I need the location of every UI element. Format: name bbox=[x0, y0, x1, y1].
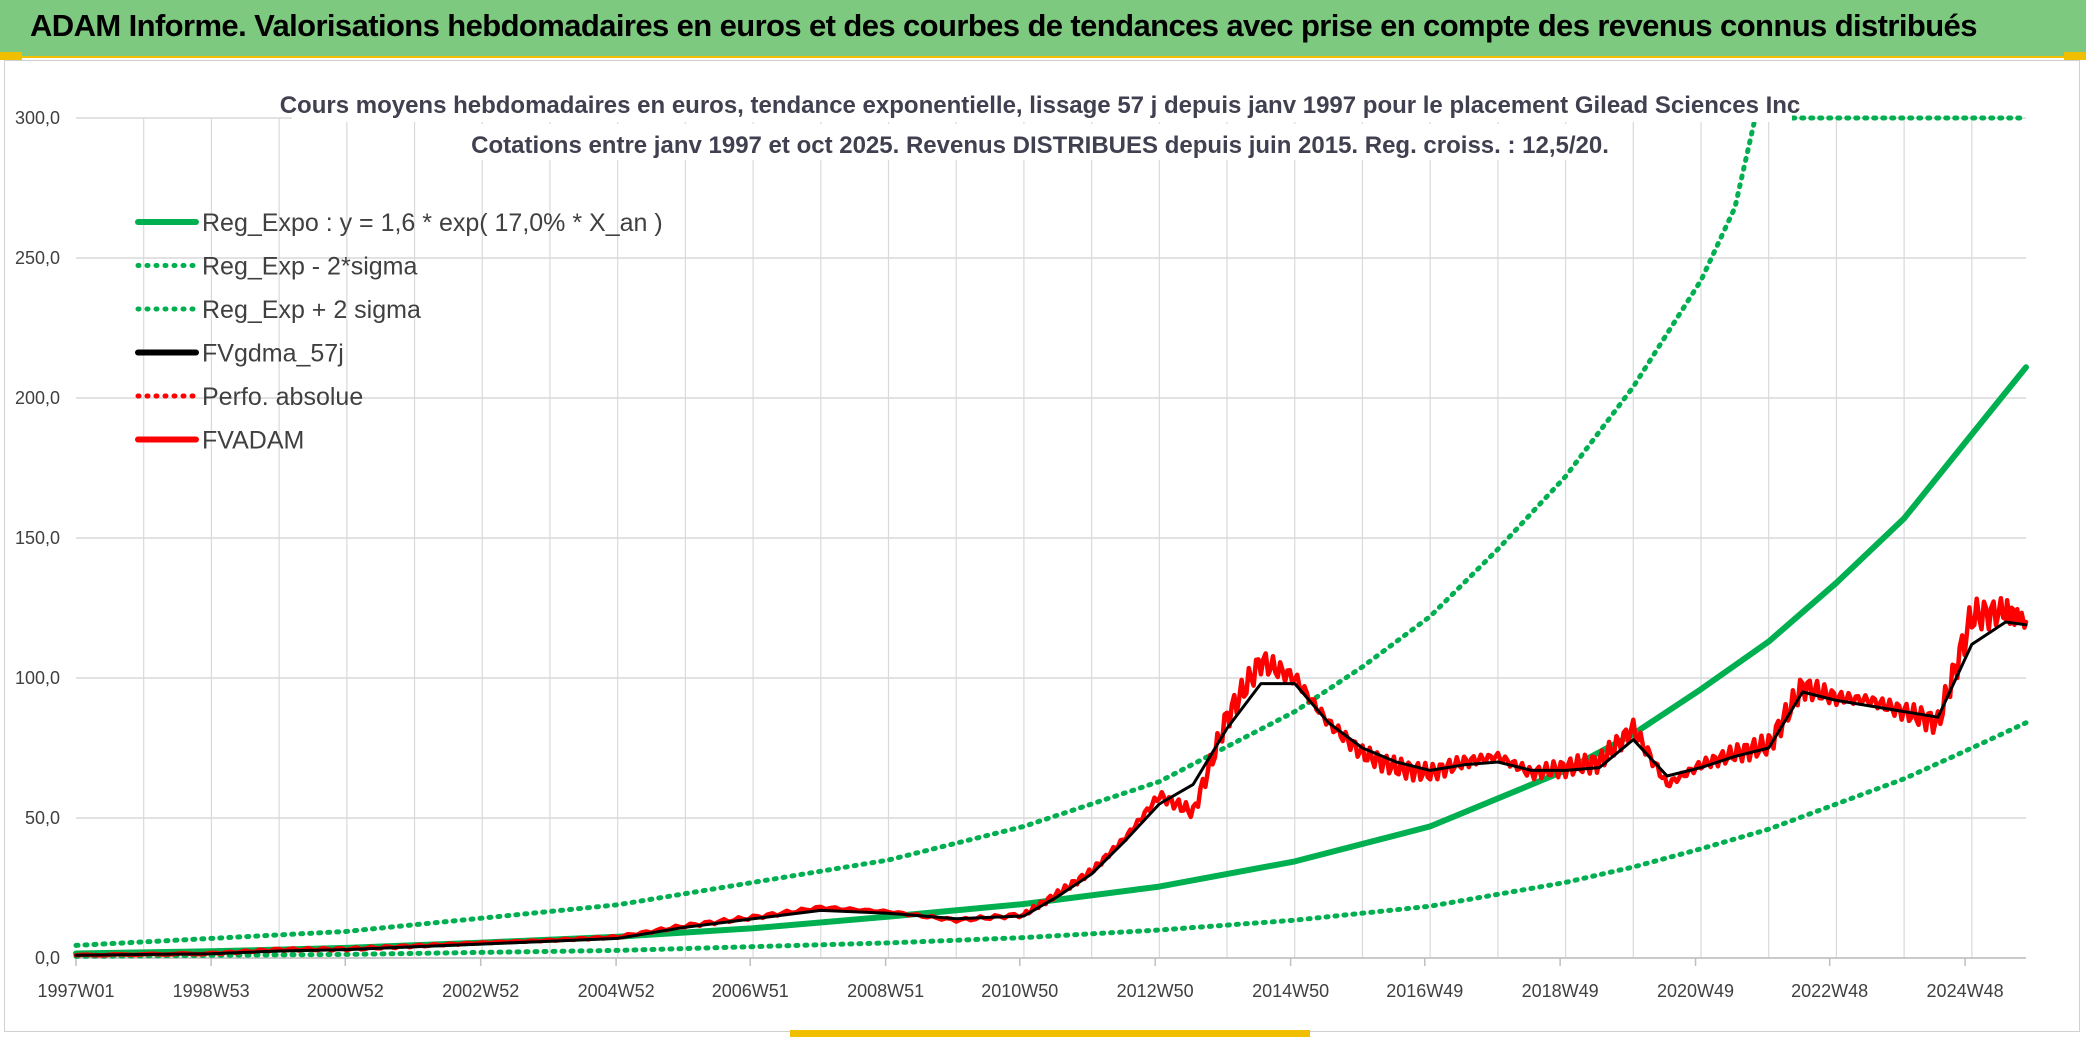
legend-label: Perfo. absolue bbox=[202, 383, 363, 411]
y-tick-label: 250,0 bbox=[15, 248, 60, 268]
title-background bbox=[292, 86, 1792, 122]
x-tick-label: 2008W51 bbox=[847, 981, 924, 1001]
frame-corner-bottom-mid bbox=[790, 1030, 1310, 1037]
y-tick-label: 150,0 bbox=[15, 528, 60, 548]
legend-label: Reg_Exp - 2*sigma bbox=[202, 253, 417, 281]
x-tick-label: 2018W49 bbox=[1522, 981, 1599, 1001]
series-lines bbox=[73, 115, 2029, 959]
chart-title: Cours moyens hebdomadaires en euros, ten… bbox=[280, 92, 1801, 119]
frame-corner-top-right bbox=[2064, 52, 2086, 60]
x-tick-label: 2016W49 bbox=[1386, 981, 1463, 1001]
legend-label: Reg_Expo : y = 1,6 * exp( 17,0% * X_an ) bbox=[202, 209, 663, 237]
y-tick-label: 300,0 bbox=[15, 108, 60, 128]
x-tick-label: 2006W51 bbox=[712, 981, 789, 1001]
x-tick-label: 2020W49 bbox=[1657, 981, 1734, 1001]
reg-expo-line bbox=[73, 364, 2029, 957]
grid bbox=[76, 117, 2026, 959]
y-tick-label: 200,0 bbox=[15, 388, 60, 408]
reg-plus-2sigma-line bbox=[73, 115, 2029, 948]
legend-label: FVgdma_57j bbox=[202, 340, 344, 368]
report-banner: ADAM Informe. Valorisations hebdomadaire… bbox=[0, 0, 2086, 58]
x-tick-label: 2024W48 bbox=[1927, 981, 2004, 1001]
chart-titles: Cours moyens hebdomadaires en euros, ten… bbox=[280, 86, 1801, 160]
legend: Reg_Expo : y = 1,6 * exp( 17,0% * X_an )… bbox=[135, 209, 663, 455]
x-tick-label: 1998W53 bbox=[173, 981, 250, 1001]
legend-label: Reg_Exp + 2 sigma bbox=[202, 296, 421, 324]
frame-corner-top-left bbox=[0, 52, 22, 60]
x-tick-label: 2012W50 bbox=[1117, 981, 1194, 1001]
fvadam-line bbox=[73, 595, 2029, 958]
subtitle-background bbox=[470, 124, 1620, 160]
y-tick-label: 50,0 bbox=[25, 808, 60, 828]
report-title: ADAM Informe. Valorisations hebdomadaire… bbox=[30, 8, 1977, 43]
y-tick-label: 0,0 bbox=[35, 948, 60, 968]
legend-label: FVADAM bbox=[202, 427, 304, 455]
y-tick-label: 100,0 bbox=[15, 668, 60, 688]
x-tick-label: 2022W48 bbox=[1791, 981, 1868, 1001]
chart-frame bbox=[4, 60, 2080, 1032]
x-tick-label: 2004W52 bbox=[578, 981, 655, 1001]
x-tick-label: 2010W50 bbox=[981, 981, 1058, 1001]
fvgdma-57j-line bbox=[74, 620, 2028, 957]
reg-minus-2sigma-line bbox=[73, 720, 2029, 959]
x-tick-label: 2014W50 bbox=[1252, 981, 1329, 1001]
x-tick-label: 2000W52 bbox=[307, 981, 384, 1001]
x-tick-label: 1997W01 bbox=[37, 981, 114, 1001]
y-axis-ticks: 0,0 50,0 100,0 150,0 200,0 250,0 300,0 bbox=[15, 108, 60, 968]
x-tick-label: 2002W52 bbox=[442, 981, 519, 1001]
x-axis-ticks: 1997W01 1998W53 2000W52 2002W52 2004W52 2006W… bbox=[37, 958, 2004, 1001]
chart-subtitle: Cotations entre janv 1997 et oct 2025. R… bbox=[471, 132, 1609, 159]
